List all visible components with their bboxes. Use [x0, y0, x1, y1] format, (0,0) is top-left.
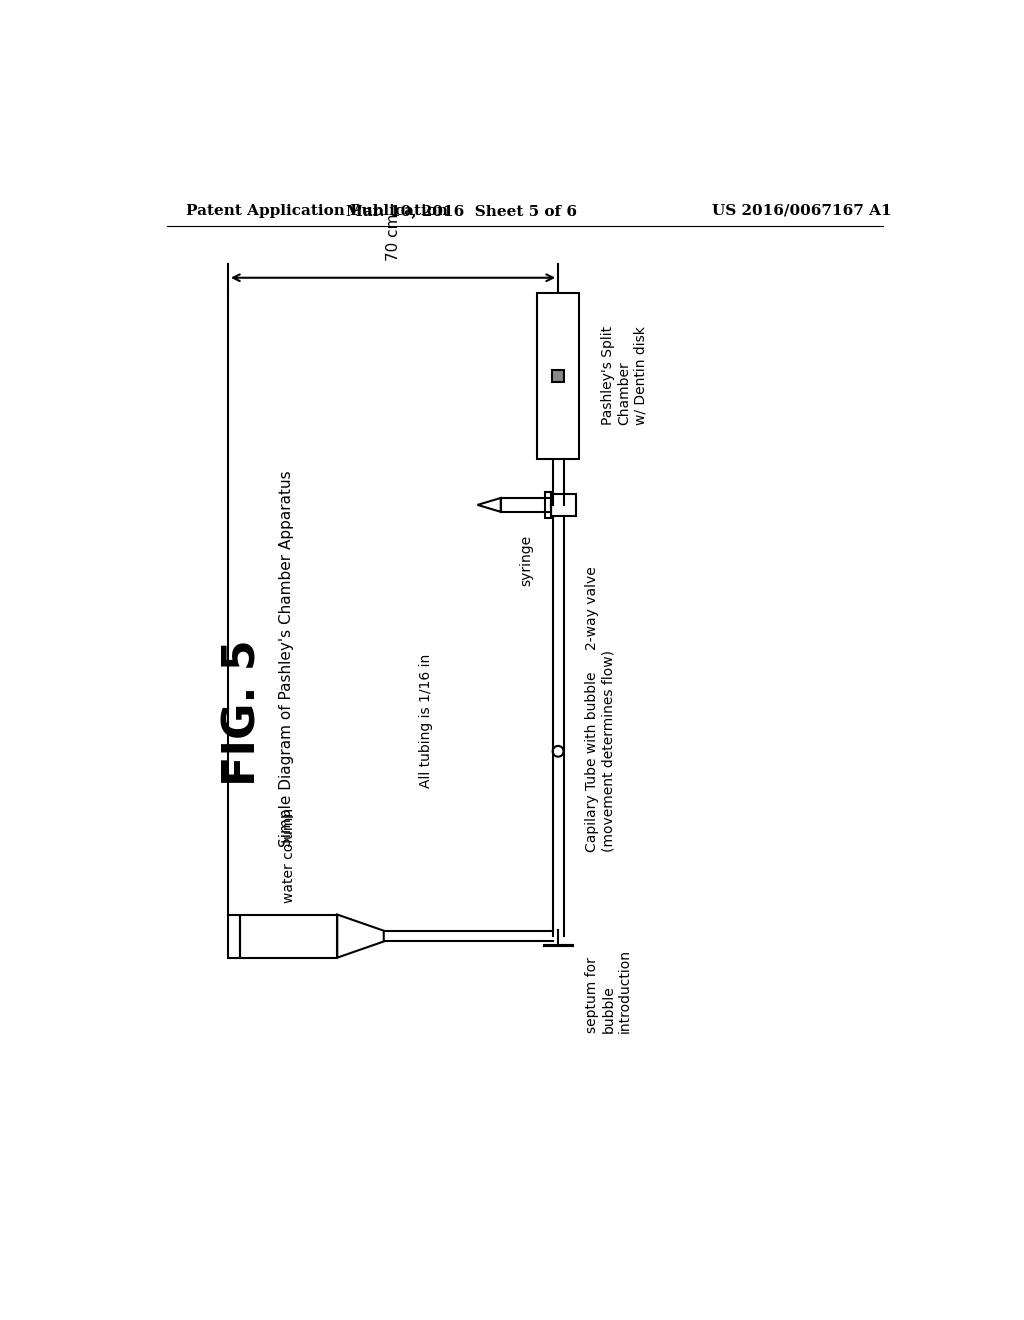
Text: Capilary Tube with bubble
(movement determines flow): Capilary Tube with bubble (movement dete…: [586, 651, 615, 853]
Bar: [501, 498, 551, 512]
Text: US 2016/0067167 A1: US 2016/0067167 A1: [713, 203, 892, 218]
Bar: [552, 370, 564, 381]
Text: water column: water column: [282, 808, 296, 903]
Text: septum for
bubble
introduction: septum for bubble introduction: [586, 949, 632, 1034]
Text: 2-way valve: 2-way valve: [586, 566, 599, 651]
Bar: [228, 915, 241, 958]
Bar: [551, 494, 575, 516]
Text: FIG. 5: FIG. 5: [221, 639, 264, 787]
Text: syringe: syringe: [519, 535, 532, 586]
Text: All tubing is 1/16 in: All tubing is 1/16 in: [420, 653, 433, 788]
Bar: [545, 492, 551, 517]
Text: Mar. 10, 2016  Sheet 5 of 6: Mar. 10, 2016 Sheet 5 of 6: [346, 203, 577, 218]
Text: Patent Application Publication: Patent Application Publication: [186, 203, 449, 218]
Text: Simple Diagram of Pashley's Chamber Apparatus: Simple Diagram of Pashley's Chamber Appa…: [280, 471, 294, 847]
Bar: [537, 293, 580, 459]
Text: 70 cm: 70 cm: [386, 214, 400, 261]
Bar: [241, 915, 337, 958]
Text: Pashley's Split
Chamber
w/ Dentin disk: Pashley's Split Chamber w/ Dentin disk: [601, 326, 647, 425]
